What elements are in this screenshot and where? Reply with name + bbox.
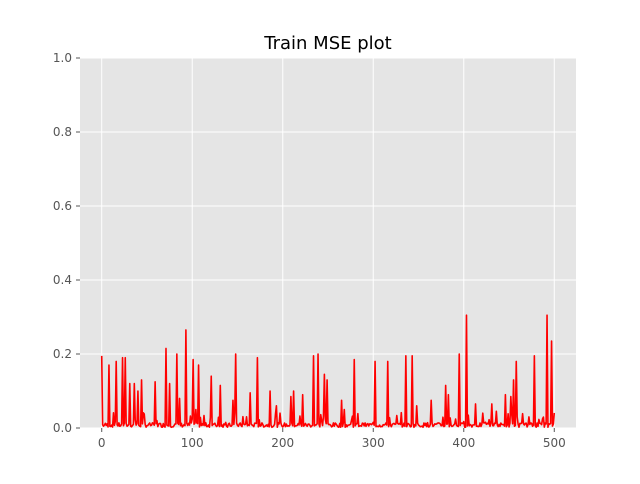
x-tick-label: 100 bbox=[181, 436, 204, 450]
y-tick-label: 0.0 bbox=[53, 421, 72, 435]
x-axis-ticks: 0 100 200 300 400 500 bbox=[98, 428, 566, 450]
y-tick-label: 0.6 bbox=[53, 199, 72, 213]
series-layer bbox=[100, 314, 556, 429]
grid-lines bbox=[80, 57, 576, 429]
y-tick-label: 0.8 bbox=[53, 125, 72, 139]
y-tick-label: 0.4 bbox=[53, 273, 72, 287]
x-tick-label: 200 bbox=[271, 436, 294, 450]
x-tick-label: 400 bbox=[452, 436, 475, 450]
x-tick-label: 0 bbox=[98, 436, 106, 450]
mse-series-line bbox=[100, 314, 556, 429]
y-tick-label: 1.0 bbox=[53, 51, 72, 65]
x-tick-label: 300 bbox=[362, 436, 385, 450]
y-tick-label: 0.2 bbox=[53, 347, 72, 361]
x-tick-label: 500 bbox=[543, 436, 566, 450]
plot-area bbox=[80, 58, 576, 428]
y-axis-ticks: 0.0 0.2 0.4 0.6 0.8 1.0 bbox=[53, 51, 80, 435]
chart-title: Train MSE plot bbox=[263, 33, 391, 54]
